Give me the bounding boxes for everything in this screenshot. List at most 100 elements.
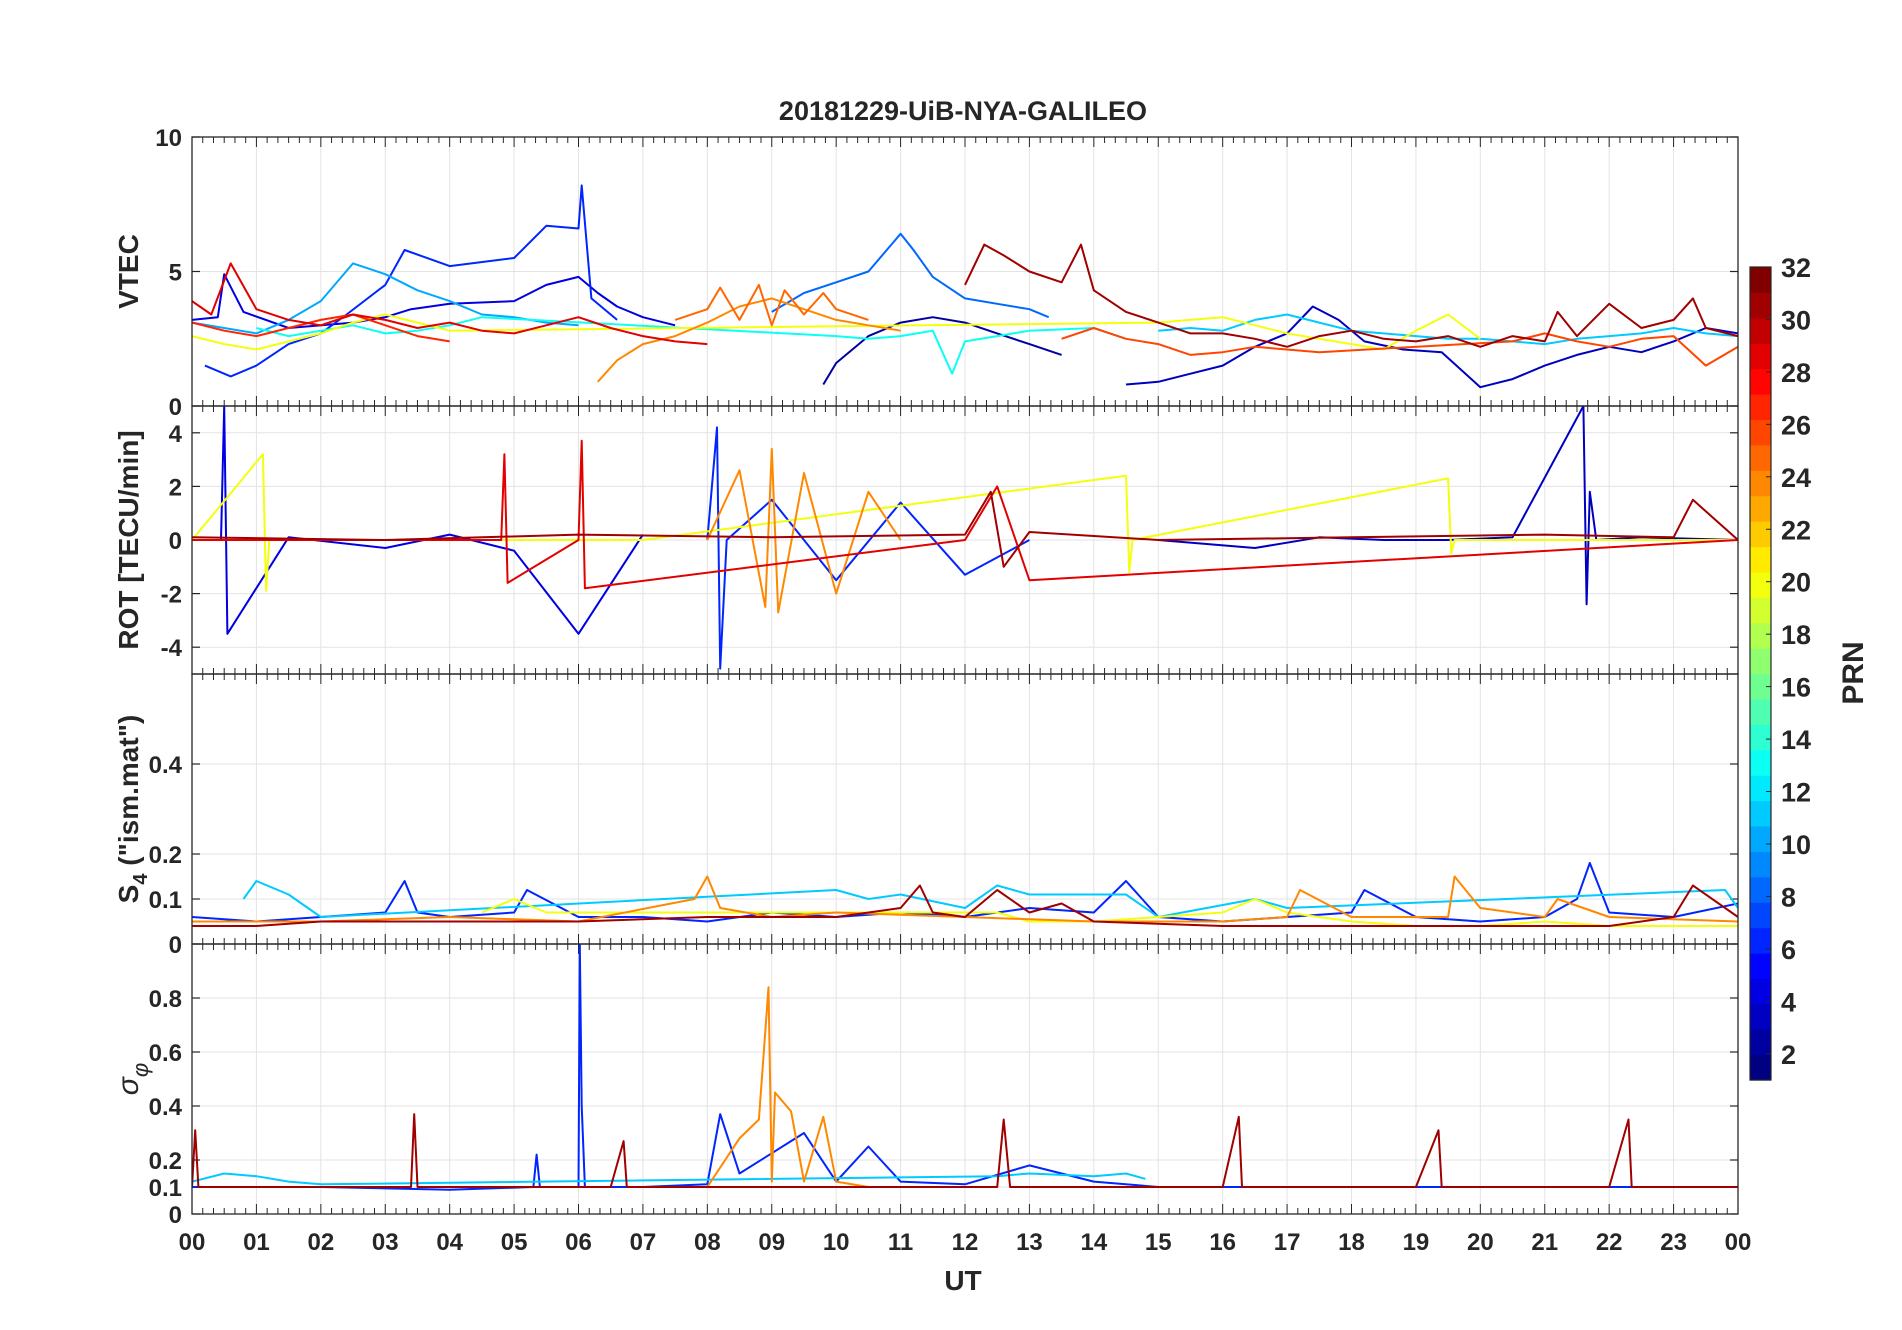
colorbar-tick-label: 4 [1781,987,1796,1017]
colorbar-tick-label: 32 [1781,253,1811,283]
y-tick-label: 0 [169,394,182,421]
series-line-prn-24 [192,875,1738,923]
series-line-prn-8 [771,232,1050,319]
x-tick-label: 09 [758,1229,785,1256]
y-tick-label: 0.2 [149,842,182,869]
colorbar-frame [1749,266,1772,1081]
x-tick-label: 15 [1145,1229,1172,1256]
x-tick-label: 06 [565,1229,592,1256]
series-line-prn-4 [192,406,644,635]
colorbar-swatch [1750,775,1771,802]
x-axis-label: UT [944,1265,981,1296]
colorbar-swatch [1750,394,1771,421]
x-tick-label: 07 [630,1229,657,1256]
series-line-prn-29 [192,439,1738,590]
x-tick-label: 03 [372,1229,399,1256]
x-tick-label: 14 [1080,1229,1107,1256]
y-axis-label: ROT [TECU/min] [113,430,144,649]
series-group [192,184,1738,389]
colorbar-swatch [1750,952,1771,979]
series-line-prn-6 [192,944,1738,1191]
chart-title: 20181229-UiB-NYA-GALILEO [779,96,1147,126]
colorbar-swatch [1750,876,1771,903]
series-line-prn-25 [674,283,869,327]
series-line-prn-2 [822,316,1062,386]
panel-sigma_phi: 00.10.2 0.4 0.6 0.8 σφ [112,943,1739,1229]
x-axis: 00 01 02 03 04 05 06 07 08 09 10 11 12 13 14 15 16 17 18 19… [179,1229,1752,1256]
x-tick-label: 00 [1725,1229,1752,1256]
series-line-prn-11 [242,880,1738,918]
x-tick-label: 22 [1596,1229,1623,1256]
colorbar-swatch [1750,419,1771,446]
colorbar-tick-label: 18 [1781,620,1811,650]
y-axis-label: S4 ("ism.mat") [113,715,152,904]
colorbar-swatch [1750,673,1771,700]
y-tick-label: -2 [161,582,182,609]
colorbar-swatch [1750,597,1771,624]
y-tick-label: 0 [169,1202,182,1229]
colorbar-swatch [1750,825,1771,852]
colorbar-swatch [1750,343,1771,370]
y-axis-label: VTEC [113,234,144,309]
colorbar-swatch [1750,902,1771,929]
colorbar-tick-label: 22 [1781,515,1811,545]
panel-rot: -4 -2 0 2 4 ROT [TECU/min] [113,405,1739,675]
y-tick-label: 5 [169,260,182,287]
colorbar-swatch [1750,978,1771,1005]
series-line-prn-20 [192,453,1738,592]
series-line-prn-6 [204,184,618,378]
x-tick-label: 05 [501,1229,528,1256]
series-line-prn-29 [192,262,708,346]
x-tick-label: 10 [823,1229,850,1256]
colorbar-swatch [1750,1054,1771,1081]
y-tick-label: 0 [169,932,182,959]
panel-vtec: 0 5 10 VTEC [113,125,1739,421]
colorbar-tick-label: 16 [1781,673,1811,703]
x-tick-label: 12 [952,1229,979,1256]
series-line-prn-27 [192,313,450,343]
colorbar-swatch [1750,470,1771,497]
colorbar-tick-label: 28 [1781,358,1811,388]
colorbar-swatch [1750,800,1771,827]
colorbar-swatch [1750,927,1771,954]
y-tick-label: 10 [155,125,182,152]
colorbar-tick-label: 10 [1781,830,1811,860]
series-line-prn-10 [192,262,579,335]
series-group [192,406,1738,670]
x-tick-label: 20 [1467,1229,1494,1256]
series-line-prn-6 [706,426,1030,670]
series-line-prn-31 [192,1113,1738,1188]
x-tick-label: 18 [1338,1229,1365,1256]
y-tick-label: 0.4 [149,1094,183,1121]
y-tick-label: 2 [169,474,182,501]
series-line-prn-24 [597,297,901,383]
colorbar-label: PRN [1837,641,1870,704]
colorbar-swatch [1750,1003,1771,1030]
x-tick-label: 19 [1403,1229,1430,1256]
colorbar-swatch [1750,851,1771,878]
colorbar-swatch [1750,521,1771,548]
x-tick-label: 01 [243,1229,270,1256]
y-tick-label: 0.1 [149,1175,182,1202]
colorbar-swatch [1750,1029,1771,1056]
colorbar-tick-label: 2 [1781,1040,1796,1070]
colorbar-swatch [1750,444,1771,471]
colorbar-tick-label: 8 [1781,882,1796,912]
colorbar-swatch [1750,495,1771,522]
y-axis-label-text: ROT [TECU/min] [113,430,144,649]
x-tick-label: 04 [436,1229,463,1256]
y-tick-label: 0 [169,528,182,555]
series-line-prn-24 [706,986,869,1188]
colorbar-tick-label: 6 [1781,935,1796,965]
x-tick-label: 02 [307,1229,334,1256]
series-group [192,944,1738,1191]
series-line-prn-11 [1158,313,1738,346]
y-axis-label-text: σφ [112,1063,153,1095]
series-line-prn-11 [192,1172,1146,1186]
x-tick-label: 17 [1274,1229,1301,1256]
y-tick-label: 0.6 [149,1040,182,1067]
colorbar-swatch [1750,749,1771,776]
